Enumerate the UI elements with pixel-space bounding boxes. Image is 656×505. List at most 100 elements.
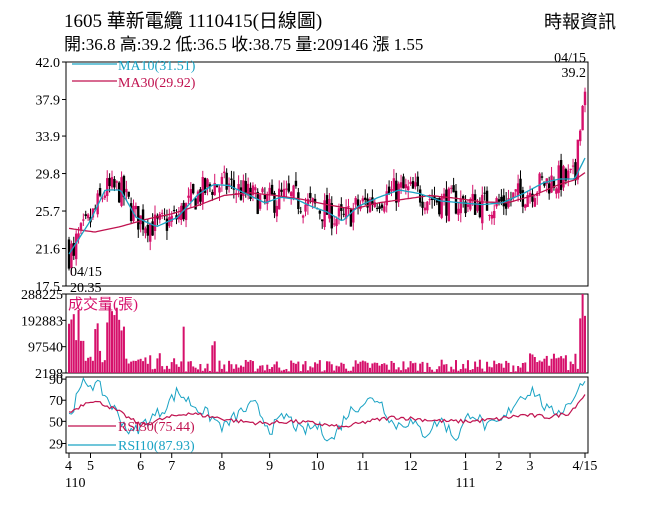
candle-body (512, 192, 515, 199)
candle-body (385, 191, 388, 206)
volume-bar (531, 354, 534, 373)
rsi-tick-label: 29 (49, 438, 63, 453)
volume-bar (194, 367, 197, 373)
candle-body (189, 189, 193, 202)
candle-body (574, 162, 577, 181)
candle-body (160, 212, 164, 214)
volume-bar (397, 367, 400, 373)
x-month-label: 10 (310, 459, 324, 474)
candle-body (528, 192, 532, 197)
candle-body (433, 195, 436, 200)
candle-body (125, 188, 128, 193)
candle-body (562, 166, 565, 188)
volume-bar (457, 370, 460, 373)
candle-body (67, 239, 71, 269)
candle-body (402, 176, 405, 189)
volume-tick-label: 192883 (21, 314, 63, 329)
x-month-label: 8 (218, 459, 225, 474)
volume-bar (440, 359, 443, 373)
candle-body (481, 194, 484, 224)
volume-tick-label: 97540 (28, 341, 63, 356)
candle-body (196, 191, 200, 204)
candle-body (208, 184, 212, 187)
candle-body (567, 170, 570, 179)
volume-bar (340, 362, 343, 373)
volume-bar (345, 368, 348, 373)
volume-bar (230, 364, 233, 373)
candle-body (533, 198, 537, 207)
x-month-label: 7 (168, 459, 175, 474)
candle-body (232, 180, 236, 190)
volume-bar (376, 362, 379, 373)
volume-bar (149, 355, 152, 373)
volume-bar (359, 361, 362, 373)
volume-bar (330, 364, 333, 373)
volume-bar (206, 363, 209, 373)
volume-bar (118, 319, 121, 373)
candle-body (309, 192, 312, 198)
candle-body (153, 214, 157, 231)
candle-body (122, 175, 126, 198)
volume-bar (357, 363, 360, 373)
volume-bar (242, 366, 245, 373)
volume-bar (79, 340, 82, 373)
candle-body (278, 188, 281, 210)
volume-bar (512, 365, 515, 373)
volume-bar (89, 356, 92, 373)
volume-bar (287, 371, 290, 373)
volume-bar (84, 360, 87, 373)
candle-body (478, 201, 482, 218)
candle-body (342, 213, 345, 215)
candle-body (380, 204, 384, 208)
candle-body (256, 191, 259, 214)
volume-bar (283, 369, 285, 373)
candle-body (213, 182, 216, 196)
volume-bar (354, 360, 357, 373)
candle-body (258, 194, 262, 209)
volume-bar (72, 314, 75, 373)
candle-body (540, 176, 544, 178)
volume-bar (309, 366, 312, 373)
volume-bar (228, 360, 231, 373)
candle-body (349, 209, 353, 227)
volume-bar (507, 362, 510, 373)
volume-bar (314, 362, 317, 373)
candle-body (287, 183, 290, 192)
x-month-label: 9 (266, 459, 273, 474)
volume-bar (555, 358, 558, 373)
volume-bar (581, 294, 584, 373)
candle-body (220, 176, 224, 185)
candle-body (70, 243, 73, 269)
volume-bar (541, 361, 543, 373)
volume-bar (548, 365, 551, 373)
candle-body (215, 185, 219, 188)
volume-bar (466, 360, 469, 373)
volume-bar (273, 364, 276, 373)
candle-body (397, 183, 400, 203)
volume-bar (177, 366, 180, 373)
volume-bar (435, 369, 438, 373)
volume-bar (464, 368, 467, 373)
volume-bar (519, 367, 522, 373)
candle-body (466, 204, 470, 207)
candle-body (514, 189, 517, 192)
volume-bar (509, 371, 512, 373)
candle-body (294, 180, 298, 187)
candle-body (98, 188, 102, 196)
volume-bar (199, 364, 202, 373)
candle-body (407, 186, 410, 191)
candle-body (502, 195, 505, 207)
volume-bar (213, 341, 216, 373)
volume-bar (443, 364, 446, 373)
volume-bar (462, 363, 465, 373)
volume-bar (127, 363, 130, 373)
candle-body (170, 215, 173, 222)
candle-body (440, 196, 443, 218)
volume-bar (247, 361, 250, 373)
candle-body (416, 176, 419, 187)
volume-bar (163, 369, 166, 373)
volume-bar (352, 366, 355, 373)
candle-body (192, 183, 195, 194)
volume-bar (328, 361, 331, 373)
